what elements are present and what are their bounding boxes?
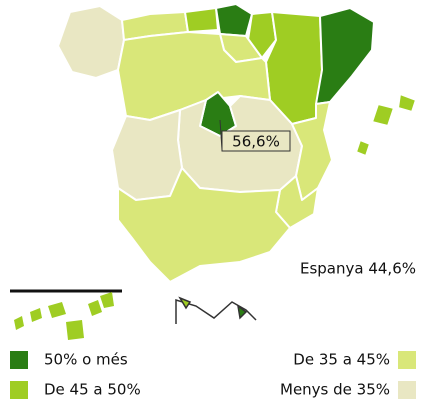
region [111,109,183,201]
region [117,167,291,283]
islands [355,93,417,157]
inset-small [175,296,257,324]
legend-swatch [398,351,416,369]
legend-swatch [10,381,28,399]
legend: 50% o més De 45 a 50% De 35 a 45% Menys de … [10,351,416,399]
legend-label: De 35 a 45% [293,351,390,369]
region [247,11,277,59]
total-label: Espanya 44,6% [300,260,416,278]
region [184,7,219,33]
legend-swatch [10,351,28,369]
callout-box [221,130,291,152]
legend-label: Menys de 35% [280,381,390,399]
region [57,5,125,79]
legend-swatch [398,381,416,399]
region [215,3,253,37]
legend-label: De 45 a 50% [44,381,141,399]
canary-islands [14,292,114,340]
legend-label: 50% o més [44,351,128,369]
region [315,7,375,105]
regions [57,3,417,283]
callout-label: 56,6% [232,133,280,151]
